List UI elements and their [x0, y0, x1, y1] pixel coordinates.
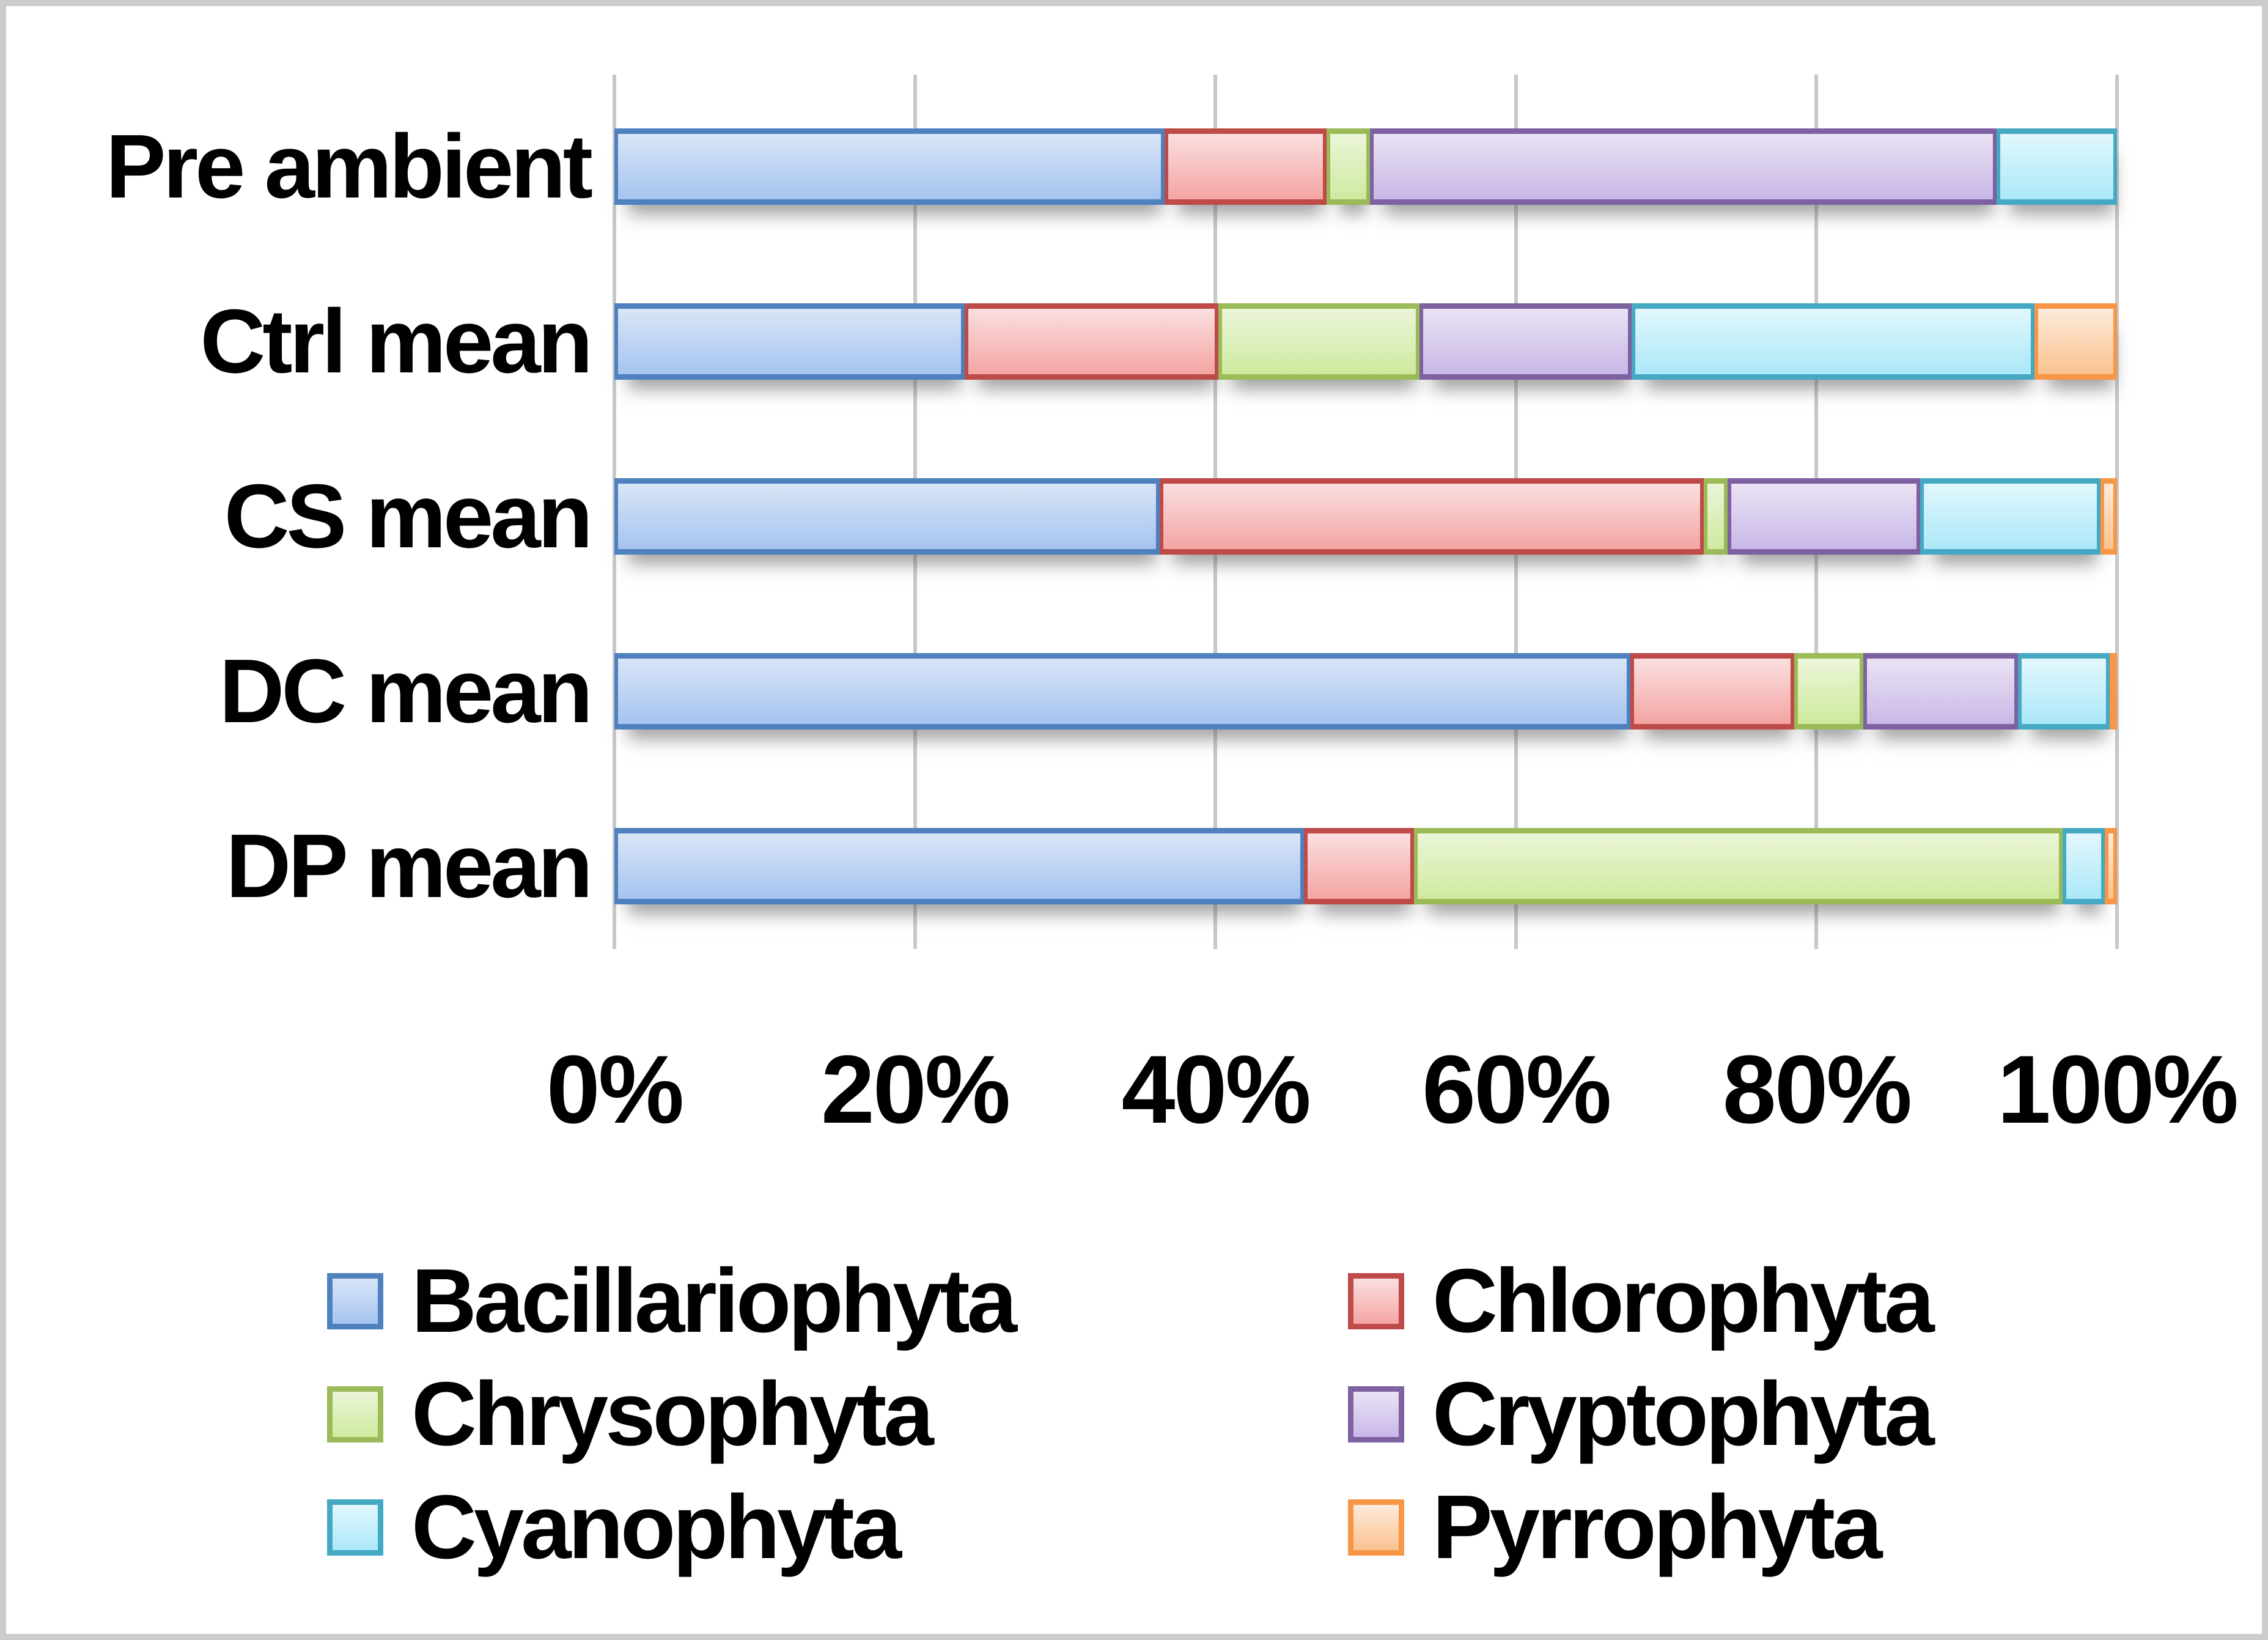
axis-tick-label-40%: 40% — [1121, 1036, 1311, 1143]
axis-tick-label-100%: 100% — [1997, 1036, 2239, 1143]
axis-tick-label-0%: 0% — [546, 1036, 684, 1143]
bar-segment-dc-mean-chrysophyta — [1794, 653, 1863, 730]
bar-segment-dp-mean-bacillariophyta — [614, 828, 1305, 904]
bar-segment-ctrl-mean-chrysophyta — [1218, 303, 1420, 380]
bar-row-pre-ambient — [614, 128, 2117, 205]
legend-label-cryptophyta: Cryptophyta — [1432, 1364, 1935, 1465]
legend-swatch-chlorophyta — [1348, 1273, 1404, 1329]
plot-area — [613, 75, 2119, 949]
gridline-100% — [2115, 75, 2119, 949]
category-label-dc-mean: DC mean — [219, 640, 593, 742]
bar-segment-pre-ambient-chlorophyta — [1164, 128, 1327, 205]
bar-segment-cs-mean-bacillariophyta — [614, 478, 1160, 555]
axis-tick-label-20%: 20% — [820, 1036, 1011, 1143]
bar-segment-dp-mean-chlorophyta — [1304, 828, 1414, 904]
bar-segment-ctrl-mean-cryptophyta — [1419, 303, 1632, 380]
bar-segment-dp-mean-pyrrophyta — [2105, 828, 2117, 904]
bar-segment-ctrl-mean-cyanophyta — [1632, 303, 2034, 380]
legend-label-chlorophyta: Chlorophyta — [1432, 1250, 1935, 1351]
category-label-cs-mean: CS mean — [224, 465, 593, 567]
bar-row-ctrl-mean — [614, 303, 2117, 380]
axis-tick-label-60%: 60% — [1422, 1036, 1611, 1143]
bar-segment-ctrl-mean-bacillariophyta — [614, 303, 965, 380]
bar-segment-dc-mean-cryptophyta — [1863, 653, 2018, 730]
bar-segment-cs-mean-pyrrophyta — [2100, 478, 2117, 555]
bar-segment-pre-ambient-bacillariophyta — [614, 128, 1165, 205]
legend-label-cyanophyta: Cyanophyta — [411, 1477, 902, 1578]
bar-segment-pre-ambient-chrysophyta — [1327, 128, 1371, 205]
legend-swatch-bacillariophyta — [327, 1273, 383, 1329]
category-label-dp-mean: DP mean — [226, 815, 593, 917]
bar-segment-dp-mean-chrysophyta — [1413, 828, 2063, 904]
category-label-ctrl-mean: Ctrl mean — [200, 290, 593, 392]
legend-swatch-chrysophyta — [327, 1386, 383, 1442]
legend-label-pyrrophyta: Pyrrophyta — [1432, 1477, 1882, 1578]
legend-swatch-cryptophyta — [1348, 1386, 1404, 1442]
axis-tick-label-80%: 80% — [1722, 1036, 1912, 1143]
bar-row-dp-mean — [614, 828, 2117, 904]
bar-segment-dc-mean-cyanophyta — [2017, 653, 2110, 730]
bar-segment-pre-ambient-cryptophyta — [1370, 128, 1997, 205]
bar-segment-ctrl-mean-pyrrophyta — [2034, 303, 2117, 380]
bar-segment-pre-ambient-cyanophyta — [1997, 128, 2117, 205]
legend-label-chrysophyta: Chrysophyta — [411, 1364, 934, 1465]
bar-segment-dc-mean-chlorophyta — [1630, 653, 1794, 730]
legend-label-bacillariophyta: Bacillariophyta — [411, 1250, 1017, 1351]
bar-segment-cs-mean-cryptophyta — [1728, 478, 1920, 555]
bar-segment-cs-mean-cyanophyta — [1920, 478, 2100, 555]
legend-swatch-pyrrophyta — [1348, 1499, 1404, 1556]
bar-segment-cs-mean-chrysophyta — [1704, 478, 1728, 555]
legend-swatch-cyanophyta — [327, 1499, 383, 1556]
bar-row-cs-mean — [614, 478, 2117, 555]
bar-segment-cs-mean-chlorophyta — [1160, 478, 1704, 555]
bar-segment-dp-mean-cyanophyta — [2063, 828, 2105, 904]
bar-row-dc-mean — [614, 653, 2117, 730]
bar-segment-ctrl-mean-chlorophyta — [964, 303, 1219, 380]
bar-segment-dc-mean-pyrrophyta — [2109, 653, 2117, 730]
category-label-pre-ambient: Pre ambient — [105, 116, 593, 217]
bar-segment-dc-mean-bacillariophyta — [614, 653, 1630, 730]
